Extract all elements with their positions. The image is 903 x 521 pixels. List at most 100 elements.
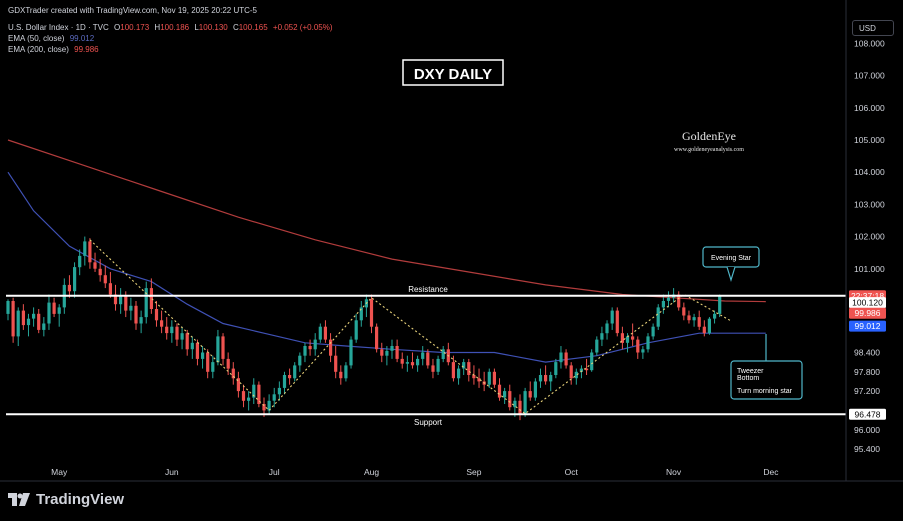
watermark-name: GoldenEye	[682, 129, 736, 143]
evening-star-callout[interactable]: Evening Star	[702, 246, 760, 283]
time-tick-label: Jul	[269, 467, 280, 477]
price-tick-label: 104.000	[854, 167, 885, 177]
candle-body	[206, 352, 210, 372]
candle-body	[620, 333, 624, 343]
time-tick-label: Dec	[763, 467, 779, 477]
candle-body	[451, 362, 455, 379]
candle-body	[697, 317, 701, 327]
candle-body	[523, 391, 527, 414]
ema200-value: 99.986	[74, 45, 99, 54]
candle-body	[375, 326, 379, 350]
candle-body	[410, 362, 415, 366]
candle-body	[42, 323, 46, 330]
ohlc-low: L100.130	[194, 23, 227, 32]
candle-body	[590, 352, 594, 371]
candle-body	[124, 296, 128, 311]
candle-body	[144, 288, 148, 318]
candle-body	[549, 375, 553, 382]
candle-body	[119, 296, 123, 305]
price-badge	[849, 297, 886, 309]
high-value: 100.186	[160, 23, 190, 32]
chart-title-box: DXY DAILY	[402, 59, 504, 86]
candle-body	[462, 362, 466, 369]
candle-body	[416, 358, 420, 366]
candle-body	[554, 362, 558, 375]
evening-star-label: Evening Star	[711, 255, 752, 262]
candle-body	[421, 352, 425, 359]
candle-body	[247, 397, 251, 401]
candle-body	[518, 400, 522, 414]
price-tick-label: 95.400	[854, 444, 880, 454]
candle-body	[298, 355, 302, 366]
ema200-legend[interactable]: EMA (200, close) 99.986	[8, 44, 102, 55]
currency-button[interactable]: USD	[852, 20, 894, 36]
time-tick-label: Jun	[165, 467, 179, 477]
candle-body	[595, 339, 599, 353]
zigzag-trendline	[89, 239, 731, 415]
candle-body	[349, 339, 353, 366]
candle-body	[395, 346, 399, 359]
candle-body	[528, 391, 532, 398]
candle-body	[344, 365, 348, 379]
goldeneye-watermark: GoldenEye www.goldeneyeanalysis.com	[674, 129, 744, 153]
candle-body	[380, 349, 384, 356]
price-badge-label: 22:37:18	[851, 291, 884, 301]
candle-body	[339, 371, 343, 379]
candle-body	[467, 362, 471, 375]
candle-body	[313, 339, 317, 350]
candle-body	[211, 362, 215, 372]
candle-body	[93, 262, 97, 269]
price-badge-label: 96.478	[855, 409, 881, 419]
candle-body	[477, 378, 481, 382]
candle-body	[134, 305, 138, 324]
candle-body	[631, 336, 635, 340]
candle-body	[661, 301, 665, 308]
candle-body	[165, 326, 169, 334]
candle-body	[57, 307, 61, 314]
candle-body	[385, 350, 389, 356]
candle-body	[636, 339, 640, 353]
time-axis[interactable]: May Jun Jul Aug Sep Oct Nov Dec	[51, 467, 779, 477]
symbol-legend[interactable]: U.S. Dollar Index · 1D · TVC O100.173 H1…	[8, 22, 336, 33]
candle-body	[37, 313, 41, 330]
candle-body	[426, 352, 430, 366]
ema50-legend[interactable]: EMA (50, close) 99.012	[8, 33, 97, 44]
brand-name: TradingView	[36, 491, 125, 508]
candle-body	[610, 310, 614, 324]
ema50-label[interactable]: EMA (50, close)	[8, 34, 65, 43]
candle-body	[267, 400, 271, 411]
chart-title: DXY DAILY	[414, 66, 492, 83]
candle-body	[615, 310, 619, 334]
candle-body	[718, 295, 722, 314]
candle-body	[513, 400, 517, 408]
open-value: 100.173	[120, 23, 150, 32]
price-tick-label: 101.000	[854, 264, 885, 274]
candle-body	[303, 346, 307, 356]
candle-body	[190, 342, 194, 350]
candle-body	[323, 326, 327, 340]
symbol-name[interactable]: U.S. Dollar Index · 1D · TVC	[8, 23, 109, 32]
candle-body	[559, 352, 563, 363]
candle-body	[390, 346, 394, 351]
candle-body	[544, 375, 548, 382]
candle-body	[574, 371, 578, 379]
tradingview-logo[interactable]: TradingView	[8, 491, 124, 508]
candle-body	[16, 310, 20, 337]
candle-body	[431, 365, 435, 372]
high-label: H	[154, 23, 161, 32]
price-tick-label: 97.800	[854, 367, 880, 377]
candle-body	[113, 294, 118, 305]
ohlc-change: +0.052 (+0.05%)	[272, 23, 333, 32]
candle-body	[503, 391, 507, 398]
candle-body	[400, 358, 404, 364]
candle-body	[6, 301, 10, 314]
candle-body	[487, 371, 491, 385]
ema200-label[interactable]: EMA (200, close)	[8, 45, 69, 54]
close-label: C	[232, 23, 239, 32]
tweezer-callout[interactable]: Tweezer Bottom Turn morning star	[730, 334, 803, 400]
candle-body	[139, 317, 143, 324]
candle-body	[52, 302, 56, 314]
price-badge	[849, 320, 886, 332]
candle-body	[641, 349, 645, 353]
